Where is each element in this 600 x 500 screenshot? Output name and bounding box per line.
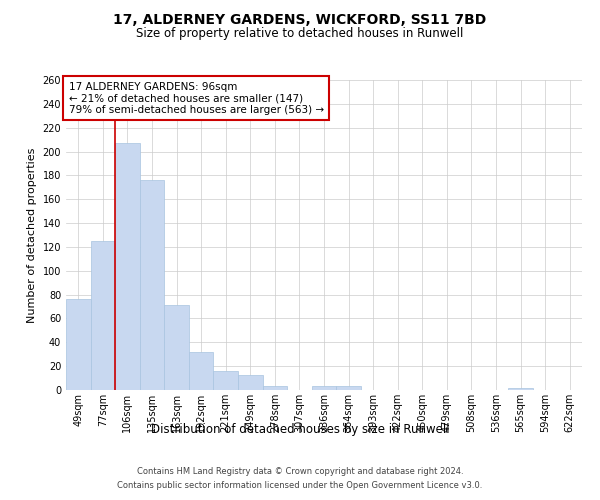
Text: 17 ALDERNEY GARDENS: 96sqm
← 21% of detached houses are smaller (147)
79% of sem: 17 ALDERNEY GARDENS: 96sqm ← 21% of deta… [68,82,324,115]
Text: Contains public sector information licensed under the Open Government Licence v3: Contains public sector information licen… [118,481,482,490]
Bar [312,386,336,390]
Bar [508,388,533,390]
Bar [336,386,361,390]
Text: 17, ALDERNEY GARDENS, WICKFORD, SS11 7BD: 17, ALDERNEY GARDENS, WICKFORD, SS11 7BD [113,12,487,26]
Bar [263,386,287,390]
Bar [164,306,189,390]
Text: Distribution of detached houses by size in Runwell: Distribution of detached houses by size … [151,422,449,436]
Y-axis label: Number of detached properties: Number of detached properties [27,148,37,322]
Bar [238,374,263,390]
Text: Size of property relative to detached houses in Runwell: Size of property relative to detached ho… [136,28,464,40]
Bar [214,371,238,390]
Bar [140,180,164,390]
Bar [115,143,140,390]
Bar [189,352,214,390]
Bar [66,300,91,390]
Text: Contains HM Land Registry data © Crown copyright and database right 2024.: Contains HM Land Registry data © Crown c… [137,468,463,476]
Bar [91,241,115,390]
